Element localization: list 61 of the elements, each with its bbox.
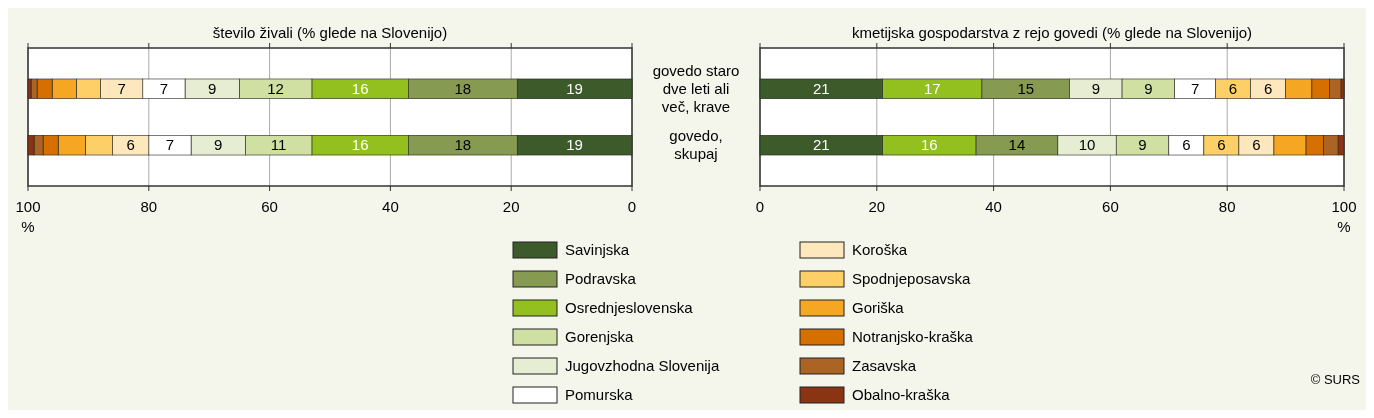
data-label: 15 — [1017, 80, 1035, 98]
x-axis-title: % — [1337, 218, 1351, 235]
data-label: 9 — [1138, 136, 1147, 154]
data-label: 7 — [165, 136, 175, 154]
data-label: 6 — [1228, 80, 1238, 98]
legend-label: Pomurska — [565, 386, 634, 404]
data-label: 9 — [214, 136, 223, 154]
data-label: 16 — [921, 136, 938, 154]
legend-label: Notranjsko-kraška — [852, 328, 974, 346]
legend-label: Goriška — [852, 299, 905, 317]
data-label: 9 — [1091, 80, 1100, 98]
x-tick-label: 100 — [15, 198, 41, 215]
x-tick-label: 20 — [868, 198, 886, 215]
x-tick-label: 60 — [1102, 198, 1119, 215]
x-tick-label: 80 — [140, 198, 158, 215]
data-label: 17 — [923, 80, 941, 98]
data-label: 6 — [1217, 136, 1226, 154]
data-label: 18 — [454, 136, 472, 154]
data-label: 7 — [1190, 80, 1200, 98]
x-tick-label: 100 — [1331, 198, 1357, 215]
legend-label: Obalno-kraška — [852, 386, 951, 404]
x-tick-label: 0 — [627, 198, 637, 215]
legend-label: Zasavska — [852, 357, 917, 375]
legend-label: Jugovzhodna Slovenija — [565, 357, 720, 375]
y-tick-label: govedo staro dve leti ali več, krave — [652, 62, 740, 116]
data-label: 16 — [351, 136, 369, 154]
chart-title: število živali (% glede na Slovenijo) — [212, 24, 448, 41]
x-tick-label: 40 — [985, 198, 1002, 215]
data-label: 10 — [1078, 136, 1096, 154]
legend-label: Gorenjska — [565, 328, 635, 346]
x-tick-label: 60 — [261, 198, 278, 215]
chart-title: kmetijska gospodarstva z rejo govedi (% glede na Slovenijo) — [851, 24, 1253, 41]
y-tick-label: govedo, skupaj — [669, 127, 723, 163]
x-tick-label: 80 — [1218, 198, 1236, 215]
data-label: 19 — [566, 136, 583, 154]
legend-label: Spodnjeposavska — [852, 270, 972, 288]
legend-label: Koroška — [852, 241, 908, 259]
data-label: 12 — [267, 80, 284, 98]
data-label: 16 — [351, 80, 369, 98]
x-axis-title: % — [21, 218, 35, 235]
legend-label: Podravska — [565, 270, 637, 288]
x-tick-label: 20 — [502, 198, 520, 215]
data-label: 21 — [812, 80, 830, 98]
x-tick-label: 40 — [382, 198, 399, 215]
data-label: 11 — [270, 136, 287, 154]
data-label: 6 — [1252, 136, 1261, 154]
x-tick-label: 0 — [755, 198, 765, 215]
data-label: 6 — [1263, 80, 1273, 98]
data-label: 7 — [117, 80, 126, 98]
data-label: 7 — [159, 80, 169, 98]
legend-label: Osrednjeslovenska — [565, 299, 694, 317]
data-label: 6 — [126, 136, 135, 154]
data-label: 6 — [1182, 136, 1191, 154]
data-label: 18 — [454, 80, 472, 98]
data-label: 19 — [566, 80, 583, 98]
data-label: 9 — [208, 80, 217, 98]
legend-label: Savinjska — [565, 241, 630, 259]
text: © SURS — [1310, 372, 1361, 387]
data-label: 21 — [812, 136, 830, 154]
data-label: 14 — [1008, 136, 1026, 154]
data-label: 9 — [1144, 80, 1153, 98]
